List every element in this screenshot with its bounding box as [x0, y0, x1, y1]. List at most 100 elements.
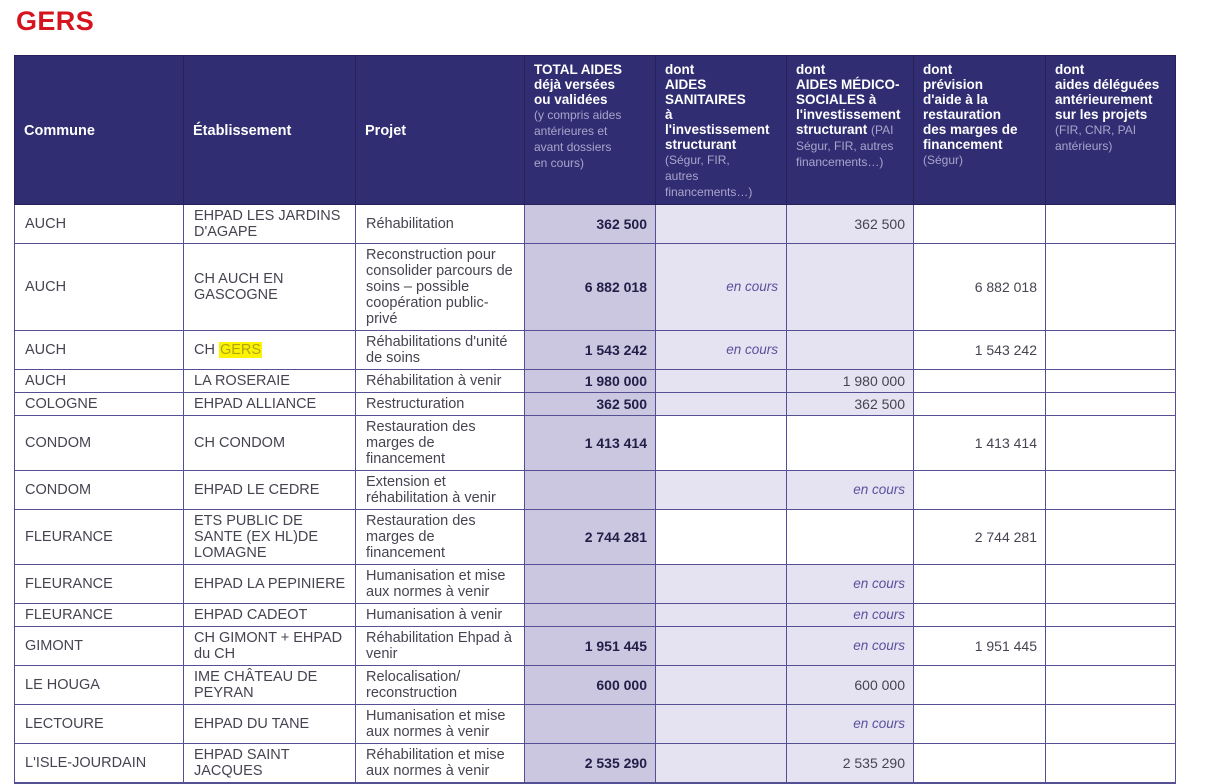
table-row: FLEURANCE ETS PUBLIC DE SANTE (EX HL)DE L…: [14, 509, 1176, 565]
page-title: GERS: [16, 6, 95, 36]
header-light-text: (Ségur, FIR, autres financements…): [665, 153, 753, 199]
cell-total-aides: [524, 470, 656, 510]
cell-aides-deleguees: [1045, 470, 1176, 510]
cell-prevision-aide: 6 882 018: [913, 243, 1046, 331]
cell-aides-deleguees: [1045, 509, 1176, 565]
cell-etablissement: EHPAD LES JARDINS D'AGAPE: [183, 204, 356, 244]
cell-aides-sanitaires: en cours: [655, 243, 787, 331]
cell-commune: AUCH: [14, 330, 184, 370]
cell-etablissement: IME CHÂTEAU DE PEYRAN: [183, 665, 356, 705]
cell-aides-sanitaires: [655, 743, 787, 784]
table-row: AUCH CH GERS Réhabilitations d'unité de so…: [14, 330, 1176, 370]
cell-etablissement: LA ROSERAIE: [183, 369, 356, 393]
cell-aides-sanitaires: [655, 704, 787, 744]
col-header-aides-sanitaires: dont AIDES SANITAIRES à l'investissement…: [655, 55, 787, 205]
table-header: Commune Établissement Projet TOTAL AIDES…: [14, 55, 1176, 205]
cell-aides-deleguees: [1045, 369, 1176, 393]
col-header-etablissement: Établissement: [183, 55, 356, 205]
cell-aides-medico-sociales: 362 500: [786, 204, 914, 244]
cell-aides-sanitaires: [655, 415, 787, 471]
cell-projet: Relocalisation/ reconstruction: [355, 665, 525, 705]
cell-aides-medico-sociales: 1 980 000: [786, 369, 914, 393]
cell-aides-medico-sociales: 2 535 290: [786, 743, 914, 784]
cell-commune: CONDOM: [14, 470, 184, 510]
cell-etablissement: CH CONDOM: [183, 415, 356, 471]
cell-prevision-aide: [913, 470, 1046, 510]
table-row: AUCH CH AUCH EN GASCOGNE Reconstruction po…: [14, 243, 1176, 331]
cell-aides-sanitaires: [655, 509, 787, 565]
cell-aides-medico-sociales: [786, 330, 914, 370]
search-highlight: GERS: [218, 342, 263, 358]
table-row: AUCH EHPAD LES JARDINS D'AGAPE Réhabilitat…: [14, 204, 1176, 244]
cell-prevision-aide: [913, 743, 1046, 784]
header-bold-text: dont prévision d'aide à la restauration …: [923, 62, 1018, 152]
cell-aides-deleguees: [1045, 392, 1176, 416]
cell-prevision-aide: [913, 392, 1046, 416]
col-header-prevision-aide: dont prévision d'aide à la restauration …: [913, 55, 1046, 205]
cell-prevision-aide: 1 951 445: [913, 626, 1046, 666]
cell-etablissement: EHPAD LA PEPINIERE: [183, 564, 356, 604]
cell-commune: L'ISLE-JOURDAIN: [14, 743, 184, 784]
cell-commune: GIMONT: [14, 626, 184, 666]
funding-table: Commune Établissement Projet TOTAL AIDES…: [14, 55, 1176, 784]
cell-commune: FLEURANCE: [14, 564, 184, 604]
cell-projet: Restructuration: [355, 392, 525, 416]
cell-aides-sanitaires: [655, 392, 787, 416]
cell-etablissement: CH GIMONT + EHPAD du CH: [183, 626, 356, 666]
cell-total-aides: 6 882 018: [524, 243, 656, 331]
cell-aides-deleguees: [1045, 564, 1176, 604]
cell-etablissement: ETS PUBLIC DE SANTE (EX HL)DE LOMAGNE: [183, 509, 356, 565]
table-row: CONDOM EHPAD LE CEDRE Extension et réhabil…: [14, 470, 1176, 510]
cell-commune: FLEURANCE: [14, 603, 184, 627]
cell-aides-sanitaires: [655, 369, 787, 393]
cell-total-aides: 362 500: [524, 204, 656, 244]
header-light-text: (PAI Ségur, FIR, autres financements…): [796, 123, 894, 169]
cell-aides-medico-sociales: [786, 509, 914, 565]
header-bold-text: dont AIDES SANITAIRES à l'investissement…: [665, 62, 770, 152]
cell-etablissement: EHPAD CADEOT: [183, 603, 356, 627]
cell-prevision-aide: 1 543 242: [913, 330, 1046, 370]
header-bold-text: dont AIDES MÉDICO-SOCIALES à l'investiss…: [796, 62, 901, 137]
cell-prevision-aide: 2 744 281: [913, 509, 1046, 565]
table-row: LECTOURE EHPAD DU TANE Humanisation et mis…: [14, 704, 1176, 744]
table-row: CONDOM CH CONDOM Restauration des marges d…: [14, 415, 1176, 471]
cell-aides-medico-sociales: en cours: [786, 470, 914, 510]
cell-projet: Extension et réhabilitation à venir: [355, 470, 525, 510]
cell-aides-deleguees: [1045, 204, 1176, 244]
cell-aides-medico-sociales: [786, 415, 914, 471]
table-body: AUCH EHPAD LES JARDINS D'AGAPE Réhabilitat…: [14, 204, 1176, 784]
col-header-total-aides: TOTAL AIDES déjà versées ou validées (y …: [524, 55, 656, 205]
header-bold-text: TOTAL AIDES déjà versées ou validées: [534, 62, 623, 107]
cell-aides-deleguees: [1045, 626, 1176, 666]
cell-prevision-aide: [913, 564, 1046, 604]
cell-aides-deleguees: [1045, 665, 1176, 705]
col-header-projet: Projet: [355, 55, 525, 205]
cell-projet: Réhabilitation à venir: [355, 369, 525, 393]
cell-etablissement: CH AUCH EN GASCOGNE: [183, 243, 356, 331]
cell-aides-sanitaires: [655, 626, 787, 666]
cell-aides-sanitaires: [655, 470, 787, 510]
cell-total-aides: 1 543 242: [524, 330, 656, 370]
table-row: FLEURANCE EHPAD LA PEPINIERE Humanisation …: [14, 564, 1176, 604]
header-row: Commune Établissement Projet TOTAL AIDES…: [14, 55, 1176, 205]
cell-commune: LECTOURE: [14, 704, 184, 744]
cell-projet: Reconstruction pour consolider parcours …: [355, 243, 525, 331]
cell-projet: Réhabilitation et mise aux normes à veni…: [355, 743, 525, 784]
table-row: L'ISLE-JOURDAIN EHPAD SAINT JACQUES Réhabi…: [14, 743, 1176, 784]
cell-etablissement: EHPAD LE CEDRE: [183, 470, 356, 510]
header-light-text: (Ségur): [923, 153, 964, 167]
cell-total-aides: 1 413 414: [524, 415, 656, 471]
cell-aides-deleguees: [1045, 743, 1176, 784]
cell-aides-deleguees: [1045, 243, 1176, 331]
cell-aides-deleguees: [1045, 704, 1176, 744]
cell-aides-medico-sociales: en cours: [786, 603, 914, 627]
cell-aides-sanitaires: [655, 665, 787, 705]
cell-prevision-aide: [913, 704, 1046, 744]
cell-prevision-aide: [913, 369, 1046, 393]
cell-prevision-aide: [913, 204, 1046, 244]
col-header-aides-medico-sociales: dont AIDES MÉDICO-SOCIALES à l'investiss…: [786, 55, 914, 205]
header-bold-text: dont aides déléguées antérieurement sur …: [1055, 62, 1160, 122]
cell-projet: Humanisation à venir: [355, 603, 525, 627]
table-row: AUCH LA ROSERAIE Réhabilitation à venir 1 9…: [14, 369, 1176, 393]
cell-aides-medico-sociales: en cours: [786, 564, 914, 604]
